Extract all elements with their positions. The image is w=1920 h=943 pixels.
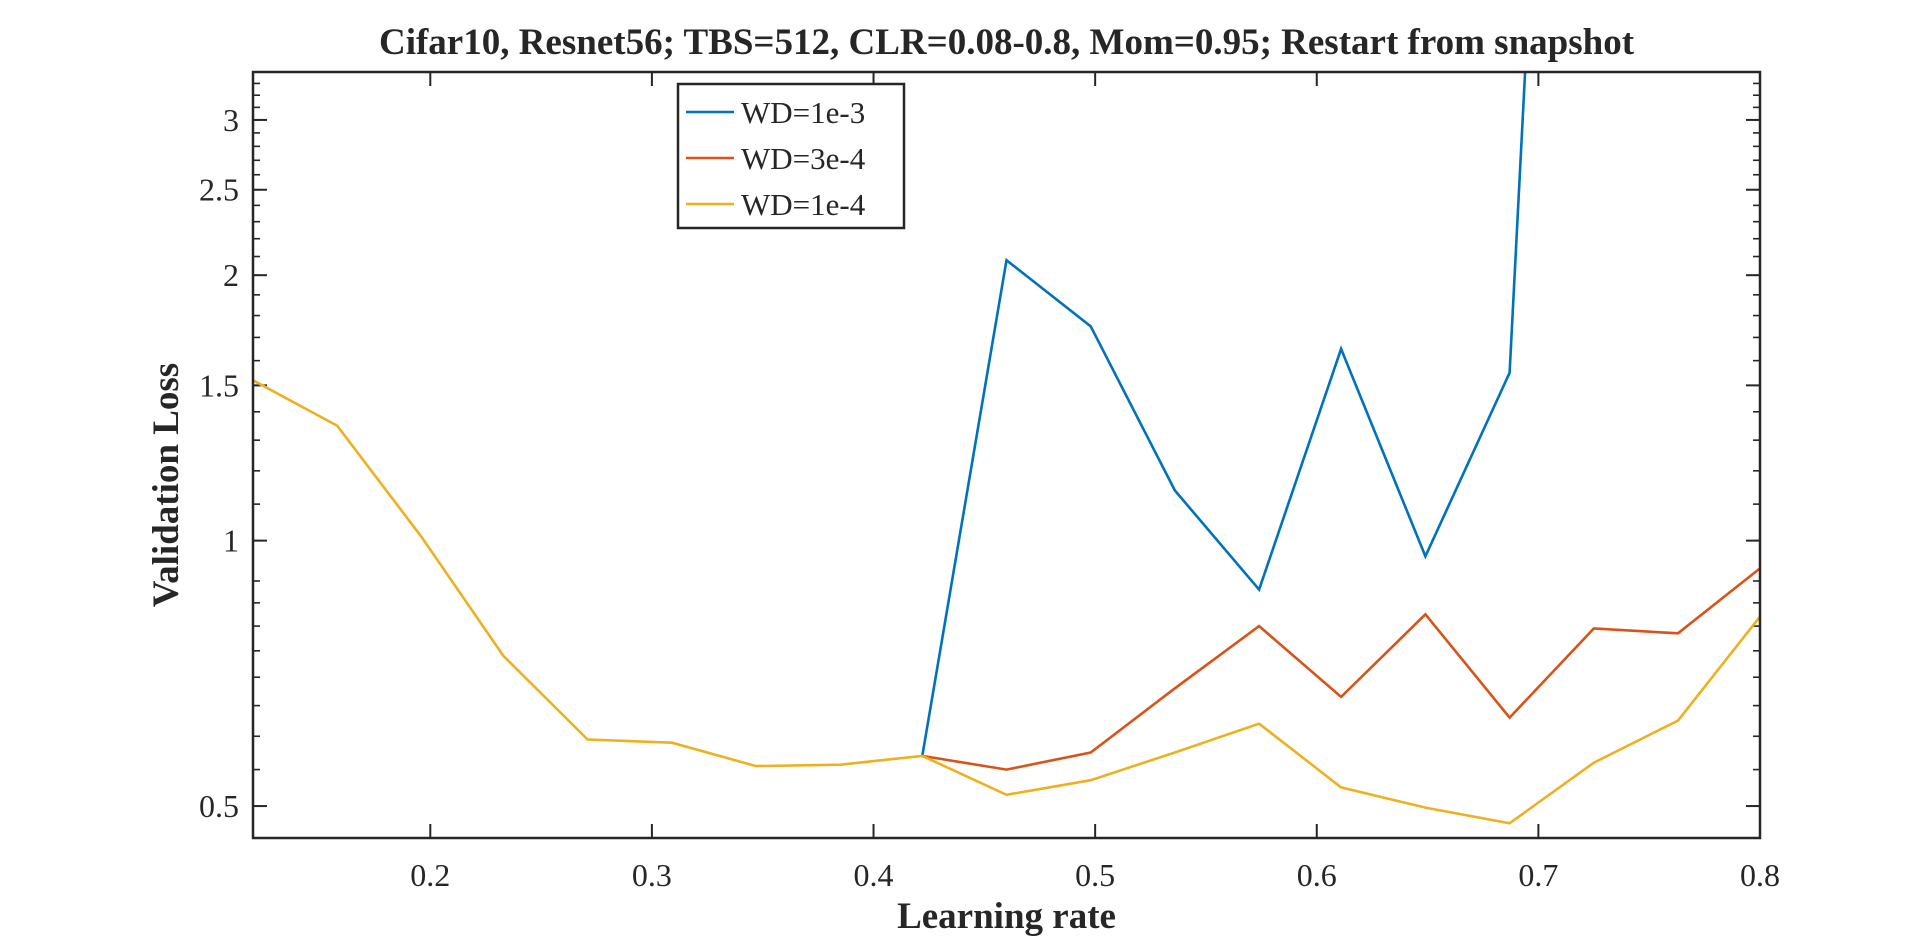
y-tick-label: 1.5 [199, 367, 239, 403]
y-tick-label: 2.5 [199, 172, 239, 208]
chart-title: Cifar10, Resnet56; TBS=512, CLR=0.08-0.8… [379, 22, 1635, 63]
y-axis-title: Validation Loss [146, 363, 187, 607]
y-tick-label: 3 [223, 102, 239, 138]
x-tick-label: 0.4 [854, 857, 894, 893]
x-tick-label: 0.6 [1297, 857, 1337, 893]
y-tick-labels: 0.5 1 1.5 2 2.5 3 [199, 102, 239, 824]
x-tick-label: 0.8 [1740, 857, 1780, 893]
y-tick-label: 0.5 [199, 788, 239, 824]
series-lines [253, 72, 1760, 825]
x-tick-labels: 0.2 0.3 0.4 0.5 0.6 0.7 0.8 [410, 857, 1780, 893]
legend-label-1: WD=1e-3 [741, 95, 865, 130]
legend: WD=1e-3 WD=3e-4 WD=1e-4 [676, 82, 906, 230]
y-tick-label: 2 [223, 257, 239, 293]
x-tick-label: 0.3 [632, 857, 672, 893]
series-line-2 [922, 567, 1760, 771]
series-line-3 [253, 379, 1760, 825]
x-tick-label: 0.2 [410, 857, 450, 893]
plot-frame [251, 70, 1762, 840]
x-tick-label: 0.5 [1075, 857, 1115, 893]
y-tick-label: 1 [223, 523, 239, 559]
legend-label-2: WD=3e-4 [741, 141, 866, 176]
x-tick-label: 0.7 [1518, 857, 1558, 893]
series-line-1 [921, 72, 1527, 757]
legend-label-3: WD=1e-4 [741, 187, 866, 222]
x-axis-title: Learning rate [897, 896, 1116, 937]
